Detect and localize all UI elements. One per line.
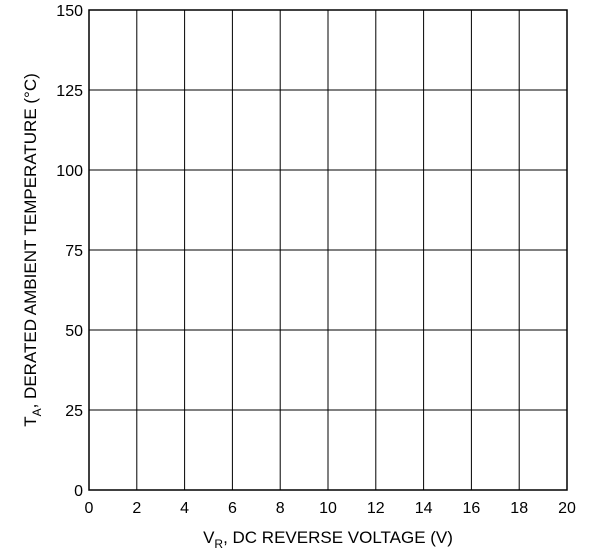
x-tick-label: 16 <box>463 500 481 517</box>
y-axis-label: TA, DERATED AMBIENT TEMPERATURE (°C) <box>21 73 44 427</box>
y-tick-label: 100 <box>56 163 83 180</box>
x-axis-label: VR, DC REVERSE VOLTAGE (V) <box>203 528 453 550</box>
y-axis-label-symbol: T <box>21 416 40 426</box>
x-axis-label-symbol: V <box>203 528 215 547</box>
x-tick-label: 18 <box>510 500 528 517</box>
x-tick-label: 8 <box>276 500 285 517</box>
grid <box>89 10 567 490</box>
y-tick-labels: 0 25 50 75 100 125 150 <box>56 3 83 500</box>
x-tick-label: 2 <box>132 500 141 517</box>
x-tick-label: 0 <box>85 500 94 517</box>
y-tick-label: 125 <box>56 83 83 100</box>
x-axis-label-subscript: R <box>214 537 223 550</box>
x-tick-label: 14 <box>415 500 433 517</box>
y-tick-label: 50 <box>65 323 83 340</box>
x-axis-label-text: , DC REVERSE VOLTAGE (V) <box>223 528 453 547</box>
x-tick-label: 20 <box>558 500 576 517</box>
plot-area-frame <box>88 9 568 491</box>
y-tick-label: 25 <box>65 403 83 420</box>
x-tick-label: 4 <box>180 500 189 517</box>
x-tick-labels: 0 2 4 6 8 10 12 14 16 18 20 <box>85 500 576 517</box>
y-axis-label-text: , DERATED AMBIENT TEMPERATURE (°C) <box>21 73 40 408</box>
y-tick-label: 150 <box>56 3 83 20</box>
y-axis-label-subscript: A <box>30 408 44 416</box>
x-tick-label: 10 <box>319 500 337 517</box>
x-tick-label: 12 <box>367 500 385 517</box>
y-tick-label: 75 <box>65 243 83 260</box>
y-tick-label: 0 <box>74 483 83 500</box>
x-tick-label: 6 <box>228 500 237 517</box>
